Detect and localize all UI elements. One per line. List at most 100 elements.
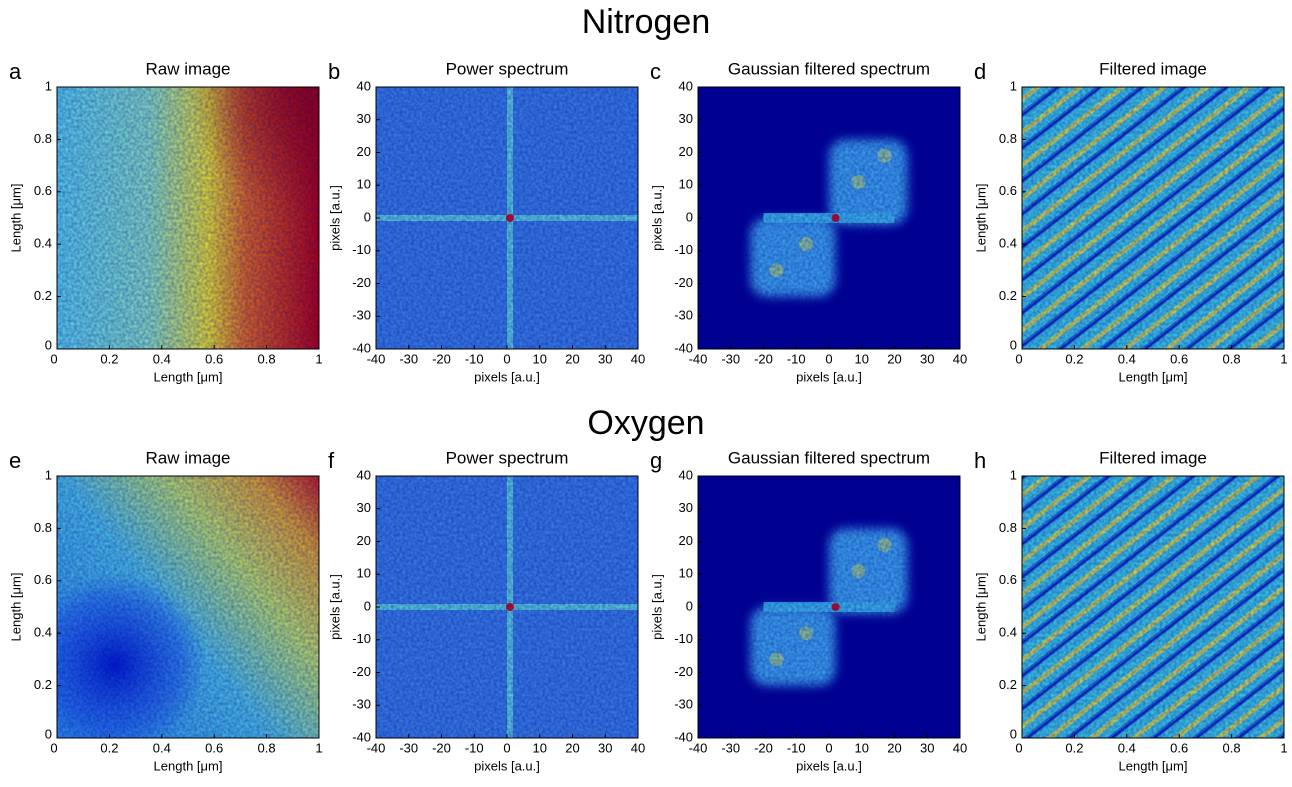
x-axis-label: Length [μm] — [154, 758, 223, 773]
x-tick-label: 0 — [50, 740, 57, 755]
x-tick-label: 40 — [631, 740, 645, 755]
y-tick-label: 1 — [1010, 78, 1017, 93]
x-axis-label: pixels [a.u.] — [796, 758, 862, 773]
panel-title: Filtered image — [1099, 59, 1207, 78]
x-tick-label: -20 — [432, 351, 451, 366]
image-noise — [1022, 87, 1284, 349]
panel-title: Raw image — [145, 59, 230, 78]
x-tick-label: 0.8 — [258, 351, 276, 366]
x-tick-label: -10 — [465, 740, 484, 755]
y-tick-label: 0.8 — [999, 131, 1017, 146]
y-tick-label: 0.2 — [34, 677, 52, 692]
x-axis-label: Length [μm] — [1119, 758, 1188, 773]
y-tick-label: -40 — [352, 340, 371, 355]
y-tick-label: -10 — [674, 242, 693, 257]
y-tick-label: -40 — [352, 729, 371, 744]
x-tick-label: 30 — [920, 740, 934, 755]
x-tick-label: 0.4 — [153, 351, 171, 366]
x-tick-label: 0 — [50, 351, 57, 366]
y-tick-label: -20 — [674, 275, 693, 290]
panel-title: Filtered image — [1099, 448, 1207, 467]
y-tick-label: -30 — [352, 697, 371, 712]
y-axis-label: Length [μm] — [8, 184, 23, 253]
x-tick-label: 0.2 — [100, 740, 118, 755]
y-tick-label: 0.4 — [34, 625, 52, 640]
y-tick-label: -10 — [352, 242, 371, 257]
y-tick-label: 10 — [357, 177, 371, 192]
plot-frame — [1021, 475, 1285, 739]
y-tick-label: 0 — [686, 209, 693, 224]
panel — [697, 475, 961, 739]
x-tick-label: -30 — [399, 351, 418, 366]
plot-frame — [56, 86, 320, 350]
panel — [375, 475, 639, 739]
x-tick-label: 10 — [533, 351, 547, 366]
x-tick-label: 0.4 — [1118, 351, 1136, 366]
x-tick-label: 0 — [825, 351, 832, 366]
x-tick-label: 10 — [533, 740, 547, 755]
y-tick-label: 0 — [686, 598, 693, 613]
panel — [56, 86, 320, 350]
y-tick-label: 0 — [1010, 726, 1017, 741]
x-tick-label: 10 — [855, 351, 869, 366]
panel — [697, 86, 961, 350]
x-tick-label: 30 — [598, 351, 612, 366]
y-tick-label: 0.6 — [34, 572, 52, 587]
y-axis-label: Length [μm] — [973, 573, 988, 642]
x-tick-label: 0.8 — [258, 740, 276, 755]
x-tick-label: 0.4 — [153, 740, 171, 755]
panel-title: Raw image — [145, 448, 230, 467]
x-axis-label: pixels [a.u.] — [474, 369, 540, 384]
x-tick-label: 0.2 — [1065, 351, 1083, 366]
y-axis-label: Length [μm] — [8, 573, 23, 642]
x-tick-label: 40 — [953, 351, 967, 366]
panel-letter: f — [328, 448, 335, 473]
x-axis-label: Length [μm] — [1119, 369, 1188, 384]
y-tick-label: 0.2 — [34, 288, 52, 303]
image-noise — [698, 87, 960, 349]
y-tick-label: 30 — [357, 500, 371, 515]
y-tick-label: 0 — [45, 337, 52, 352]
y-tick-label: 0.2 — [999, 677, 1017, 692]
x-tick-label: -40 — [367, 740, 386, 755]
x-tick-label: 0.6 — [205, 740, 223, 755]
x-tick-label: 1 — [315, 740, 322, 755]
image-noise — [57, 87, 319, 349]
x-tick-label: 0.8 — [1223, 351, 1241, 366]
y-tick-label: 1 — [45, 467, 52, 482]
x-tick-label: -10 — [465, 351, 484, 366]
panel — [56, 475, 320, 739]
y-tick-label: 10 — [679, 177, 693, 192]
y-axis-label: Length [μm] — [973, 184, 988, 253]
y-tick-label: 20 — [679, 533, 693, 548]
y-tick-label: 20 — [357, 533, 371, 548]
y-tick-label: 30 — [357, 111, 371, 126]
x-tick-label: -10 — [787, 740, 806, 755]
x-tick-label: -40 — [367, 351, 386, 366]
panel-title: Power spectrum — [446, 59, 569, 78]
x-tick-label: -40 — [689, 740, 708, 755]
x-axis-label: pixels [a.u.] — [474, 758, 540, 773]
x-tick-label: 0.2 — [1065, 740, 1083, 755]
x-tick-label: 1 — [1280, 740, 1287, 755]
y-tick-label: -20 — [352, 664, 371, 679]
y-tick-label: 0.8 — [34, 520, 52, 535]
y-tick-label: -30 — [674, 308, 693, 323]
x-tick-label: 30 — [598, 740, 612, 755]
y-tick-label: 0 — [1010, 337, 1017, 352]
y-tick-label: 0.4 — [999, 625, 1017, 640]
x-tick-label: -10 — [787, 351, 806, 366]
panel-title: Power spectrum — [446, 448, 569, 467]
y-axis-label: pixels [a.u.] — [327, 185, 342, 251]
y-axis-label: pixels [a.u.] — [649, 574, 664, 640]
x-tick-label: 0.6 — [1170, 351, 1188, 366]
panel — [1021, 86, 1285, 350]
y-tick-label: -40 — [674, 340, 693, 355]
x-tick-label: 0.8 — [1223, 740, 1241, 755]
y-tick-label: 30 — [679, 500, 693, 515]
y-tick-label: 0.8 — [34, 131, 52, 146]
x-axis-label: pixels [a.u.] — [796, 369, 862, 384]
panel-title: Gaussian filtered spectrum — [728, 59, 930, 78]
y-tick-label: 20 — [357, 144, 371, 159]
